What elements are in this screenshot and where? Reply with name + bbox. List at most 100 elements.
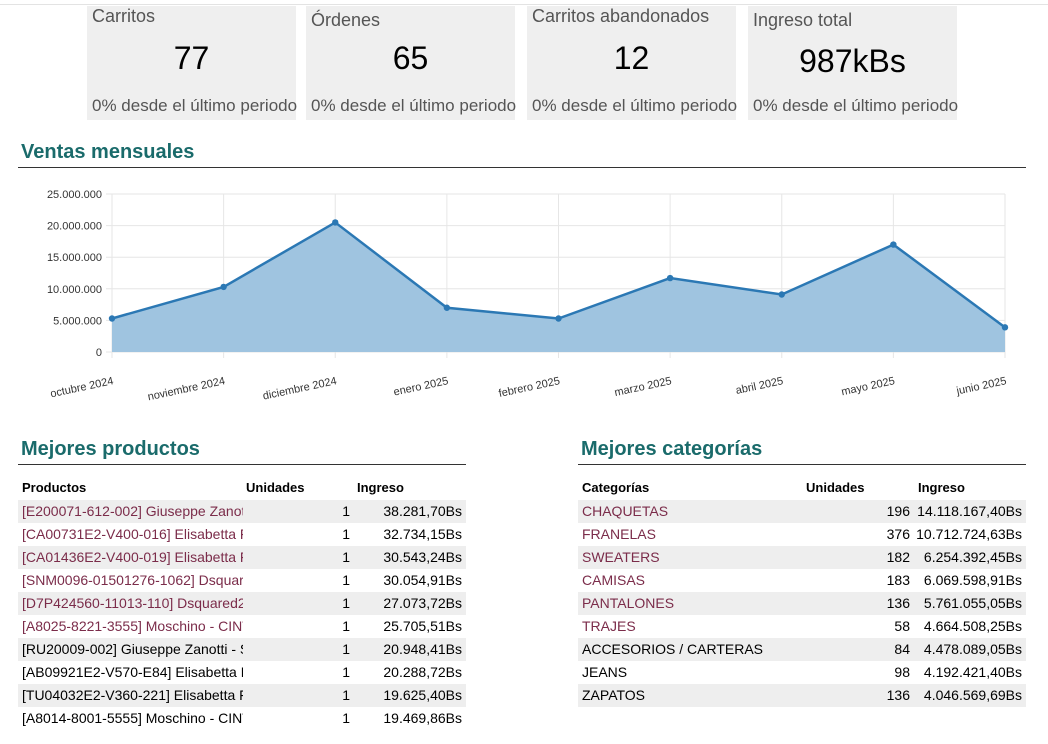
kpi-footnote: 0% desde el último periodo (532, 96, 738, 115)
product-row: [CA01436E2-V400-019] Elisabetta Franchi 1… (18, 546, 466, 569)
product-row: [AB09921E2-V570-E84] Elisabetta Franchi 1… (18, 661, 466, 684)
y-tick-label: 0 (96, 347, 102, 359)
units-value: 1 (342, 572, 350, 588)
sales-point[interactable] (778, 291, 785, 298)
units-value: 98 (894, 664, 910, 680)
categories-header-income: Ingreso (918, 480, 965, 495)
category-row: PANTALONES 136 5.761.055,05Bs (578, 592, 1026, 615)
kpi-footnote: 0% desde el último periodo (311, 96, 517, 115)
product-name-link: [RU20009-002] Giuseppe Zanotti - SNEAKER (22, 641, 243, 657)
product-row: [D7P424560-11013-110] Dsquared2 - CHAQUE… (18, 592, 466, 615)
kpi-value: 65 (392, 40, 429, 76)
x-tick-label: enero 2025 (393, 375, 450, 398)
x-tick-label: febrero 2025 (498, 375, 562, 400)
category-name-link[interactable]: CHAQUETAS (582, 503, 669, 519)
units-value: 183 (886, 572, 910, 588)
y-tick-label: 10.000.000 (47, 284, 102, 296)
sales-point[interactable] (332, 219, 339, 226)
sales-point[interactable] (443, 304, 451, 311)
sales-point[interactable] (1001, 324, 1009, 331)
product-name-link[interactable]: [SNM0096-01501276-1062] Dsquared2 (22, 572, 243, 588)
category-row: CAMISAS 183 6.069.598,91Bs (578, 569, 1026, 592)
products-header-units: Unidades (246, 480, 305, 495)
income-value: 30.543,24Bs (383, 549, 462, 565)
units-value: 1 (342, 664, 350, 680)
category-name-link[interactable]: CAMISAS (582, 572, 646, 588)
kpi-footnote: 0% desde el último periodo (92, 96, 298, 115)
products-header-name: Productos (22, 480, 87, 495)
category-row: CHAQUETAS 196 14.118.167,40Bs (578, 500, 1026, 523)
income-value: 19.625,40Bs (383, 687, 462, 703)
category-row: TRAJES 58 4.664.508,25Bs (578, 615, 1026, 638)
category-name-link[interactable]: TRAJES (582, 618, 636, 634)
x-tick-label: junio 2025 (954, 375, 1007, 398)
category-name-link[interactable]: FRANELAS (582, 526, 656, 542)
units-value: 376 (886, 526, 910, 542)
income-value: 5.761.055,05Bs (923, 595, 1022, 611)
categories-section-title: Mejores categorías (581, 438, 763, 460)
product-row: [TU04032E2-V360-221] Elisabetta Franchi 1… (18, 684, 466, 707)
kpi-title: Ingreso total (753, 10, 853, 30)
kpi-card-orders: Órdenes 65 0% desde el último periodo (306, 6, 517, 120)
sales-point[interactable] (890, 241, 897, 248)
kpi-card-total-income: Ingreso total 987kBs 0% desde el último … (748, 6, 958, 120)
product-name-link[interactable]: [CA00731E2-V400-016] Elisabetta Franchi (22, 526, 243, 542)
product-name-link[interactable]: [D7P424560-11013-110] Dsquared2 - CHAQUE… (22, 595, 243, 611)
category-name-link[interactable]: SWEATERS (582, 549, 660, 565)
product-name-link[interactable]: [CA01436E2-V400-019] Elisabetta Franchi (22, 549, 243, 565)
top-divider (0, 4, 1048, 5)
category-row: ACCESORIOS / CARTERAS 84 4.478.089,05Bs (578, 638, 1026, 661)
x-tick-label: diciembre 2024 (262, 375, 338, 402)
product-row: [SNM0096-01501276-1062] Dsquared2 1 30.054… (18, 569, 466, 592)
product-row: [RU20009-002] Giuseppe Zanotti - SNEAKER… (18, 638, 466, 661)
income-value: 4.478.089,05Bs (923, 641, 1022, 657)
income-value: 27.073,72Bs (383, 595, 462, 611)
products-section-title: Mejores productos (21, 438, 200, 460)
product-name-link: [AB09921E2-V570-E84] Elisabetta Franchi (22, 664, 243, 680)
categories-header-units: Unidades (806, 480, 865, 495)
category-row: FRANELAS 376 10.712.724,63Bs (578, 523, 1026, 546)
sales-section-rule (18, 167, 1026, 168)
x-tick-label: octubre 2024 (49, 375, 114, 400)
x-tick-label: abril 2025 (735, 375, 785, 397)
product-row: [E200071-612-002] Giuseppe Zanotti - ZAP… (18, 500, 466, 523)
kpi-title: Órdenes (311, 10, 381, 30)
sales-point[interactable] (666, 274, 674, 282)
income-value: 14.118.167,40Bs (917, 503, 1022, 519)
units-value: 1 (342, 549, 350, 565)
product-row: [A8025-8221-3555] Moschino - CINTURON 1 25… (18, 615, 466, 638)
product-name-link: [TU04032E2-V360-221] Elisabetta Franchi (22, 687, 243, 703)
kpi-value: 12 (613, 40, 650, 76)
product-name-link[interactable]: [E200071-612-002] Giuseppe Zanotti - ZAP… (22, 503, 243, 519)
category-name-link: JEANS (582, 664, 628, 680)
income-value: 30.054,91Bs (383, 572, 462, 588)
sales-section-title: Ventas mensuales (21, 141, 195, 163)
units-value: 1 (342, 503, 350, 519)
category-row: SWEATERS 182 6.254.392,45Bs (578, 546, 1026, 569)
x-tick-label: marzo 2025 (613, 375, 672, 399)
units-value: 1 (342, 687, 350, 703)
income-value: 20.948,41Bs (383, 641, 462, 657)
units-value: 136 (886, 595, 910, 611)
kpi-value: 77 (173, 40, 210, 76)
income-value: 20.288,72Bs (383, 664, 462, 680)
product-name-link[interactable]: [A8025-8221-3555] Moschino - CINTURON (22, 618, 243, 634)
income-value: 6.254.392,45Bs (923, 549, 1022, 565)
income-value: 4.046.569,69Bs (923, 687, 1022, 703)
income-value: 4.664.508,25Bs (923, 618, 1022, 634)
sales-area (112, 222, 1005, 352)
category-name-link[interactable]: PANTALONES (582, 595, 675, 611)
units-value: 136 (886, 687, 910, 703)
x-tick-label: mayo 2025 (840, 375, 896, 398)
sales-point[interactable] (220, 283, 227, 291)
units-value: 84 (894, 641, 910, 657)
category-name-link: ZAPATOS (582, 687, 646, 703)
sales-point[interactable] (108, 315, 116, 322)
income-value: 38.281,70Bs (383, 503, 462, 519)
sales-point[interactable] (555, 315, 562, 322)
units-value: 1 (342, 641, 350, 657)
income-value: 4.192.421,40Bs (923, 664, 1022, 680)
y-tick-label: 15.000.000 (47, 252, 102, 264)
x-tick-label: noviembre 2024 (147, 375, 227, 403)
product-row: [A8014-8001-5555] Moschino - CINTURON 1 19… (18, 707, 466, 730)
